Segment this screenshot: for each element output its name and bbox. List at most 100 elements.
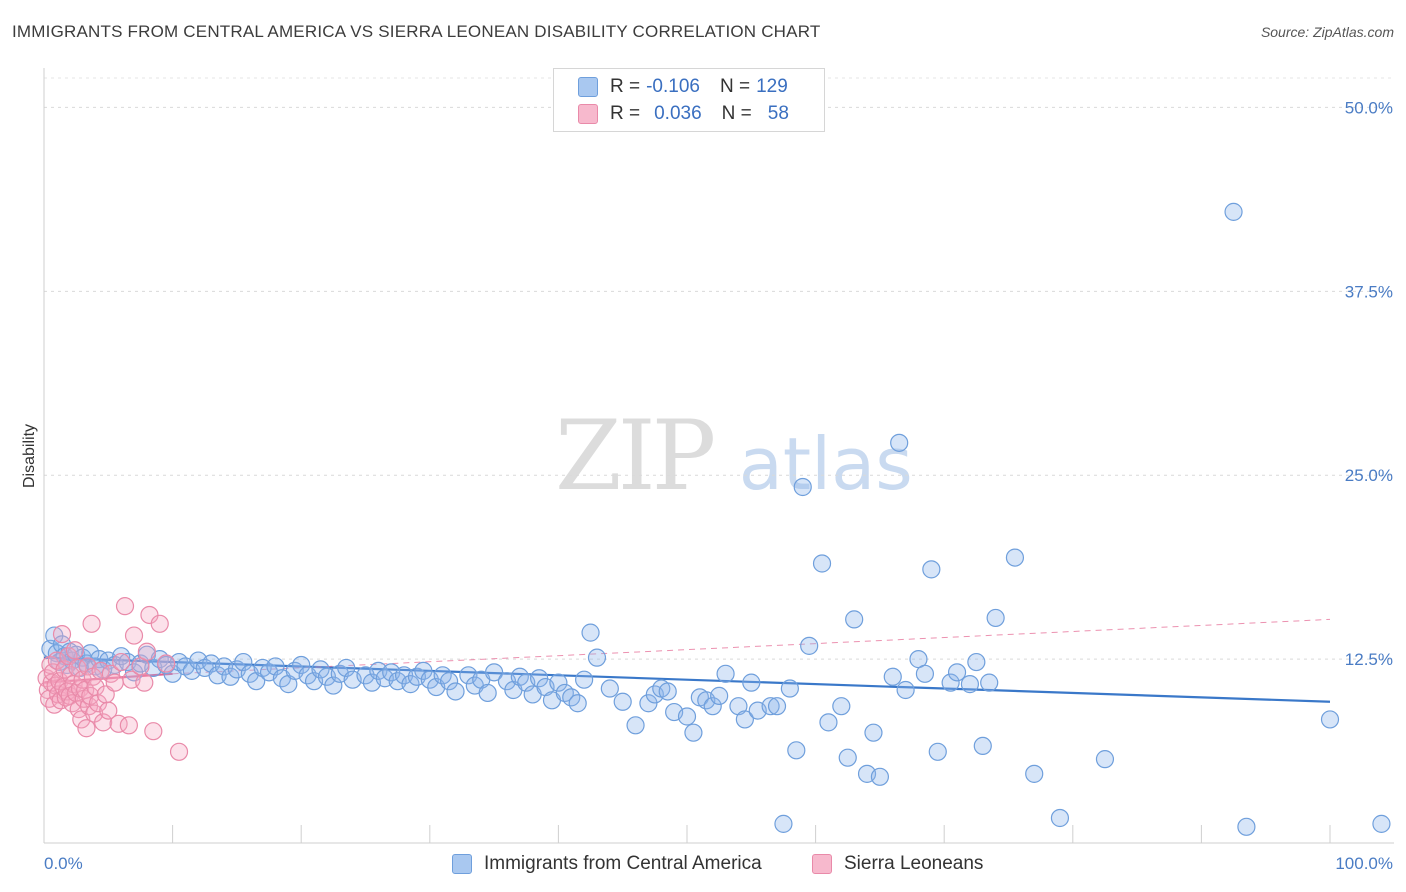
point-central-america bbox=[716, 664, 735, 683]
point-central-america bbox=[960, 675, 980, 694]
point-central-america bbox=[896, 680, 915, 700]
bottom-legend-swatch-pink bbox=[812, 854, 832, 874]
point-central-america bbox=[1224, 202, 1243, 221]
point-central-america bbox=[1237, 817, 1256, 836]
watermark: ZIP atlas bbox=[555, 400, 913, 512]
point-central-america bbox=[221, 667, 240, 686]
point-sierra-leonean bbox=[77, 719, 96, 738]
y-tick-label: 12.5% bbox=[1345, 650, 1393, 669]
point-central-america bbox=[780, 679, 799, 698]
point-sierra-leonean bbox=[150, 614, 169, 633]
point-sierra-leonean bbox=[99, 701, 118, 720]
point-central-america bbox=[1320, 710, 1340, 729]
y-axis-label: Disability bbox=[21, 424, 38, 488]
point-central-america bbox=[980, 673, 999, 692]
point-central-america bbox=[864, 723, 883, 742]
legend-row-central-america: R = -0.106 N = 129 bbox=[578, 74, 788, 100]
legend-n-label: N = bbox=[719, 76, 751, 97]
point-central-america bbox=[870, 767, 890, 786]
point-sierra-leonean bbox=[91, 661, 110, 680]
point-sierra-leonean bbox=[144, 722, 163, 741]
point-central-america bbox=[832, 697, 851, 716]
point-central-america bbox=[812, 554, 832, 573]
bottom-legend-label: Immigrants from Central America bbox=[484, 853, 762, 874]
point-central-america bbox=[800, 636, 819, 655]
point-central-america bbox=[446, 682, 465, 701]
point-central-america bbox=[915, 664, 935, 683]
point-sierra-leonean bbox=[101, 664, 120, 683]
grid-lines bbox=[44, 77, 1394, 660]
point-central-america bbox=[890, 433, 909, 452]
y-tick-label: 37.5% bbox=[1345, 282, 1393, 301]
legend-r-value: 0.036 bbox=[654, 103, 702, 124]
legend-n-value: 129 bbox=[756, 76, 788, 97]
point-central-america bbox=[774, 814, 793, 833]
point-central-america bbox=[838, 748, 857, 767]
chart-title: IMMIGRANTS FROM CENTRAL AMERICA VS SIERR… bbox=[12, 22, 821, 41]
point-central-america bbox=[234, 652, 253, 672]
axes bbox=[43, 68, 1394, 844]
point-central-america bbox=[941, 673, 960, 692]
point-central-america bbox=[1095, 750, 1115, 769]
point-central-america bbox=[626, 716, 645, 735]
point-central-america bbox=[845, 610, 864, 629]
point-central-america bbox=[735, 710, 754, 729]
point-central-america bbox=[1005, 548, 1025, 567]
point-sierra-leonean bbox=[81, 686, 100, 705]
point-central-america bbox=[292, 655, 311, 675]
legend-swatch-blue bbox=[578, 77, 598, 97]
y-tick-label: 50.0% bbox=[1345, 98, 1393, 117]
point-central-america bbox=[568, 694, 587, 713]
point-central-america bbox=[600, 679, 619, 698]
watermark-atlas: atlas bbox=[738, 422, 913, 506]
point-central-america bbox=[684, 723, 703, 742]
point-central-america bbox=[793, 477, 812, 497]
tick-labels: 12.5% 25.0% 37.5% 50.0% 0.0% 100.0% bbox=[44, 98, 1393, 873]
point-central-america bbox=[439, 672, 459, 691]
point-sierra-leonean bbox=[137, 642, 156, 661]
point-sierra-leonean bbox=[82, 614, 101, 633]
correlation-legend: R = -0.106 N = 129 R = 0.036 N = 58 bbox=[553, 68, 825, 132]
x-tick-label: 100.0% bbox=[1335, 854, 1393, 873]
x-tick-label: 0.0% bbox=[44, 854, 83, 873]
point-central-america bbox=[767, 697, 787, 716]
point-sierra-leonean bbox=[94, 713, 113, 732]
point-sierra-leonean bbox=[115, 597, 135, 616]
trend-line-central-america bbox=[43, 656, 1331, 703]
point-central-america bbox=[947, 663, 967, 682]
point-sierra-leonean bbox=[105, 673, 124, 692]
point-central-america bbox=[581, 623, 600, 642]
point-central-america bbox=[1372, 814, 1391, 833]
point-sierra-leonean bbox=[65, 641, 84, 660]
point-central-america bbox=[324, 676, 343, 695]
point-central-america bbox=[703, 697, 722, 716]
legend-r-label: R = bbox=[610, 103, 641, 124]
data-points bbox=[37, 202, 1391, 836]
point-central-america bbox=[485, 663, 504, 682]
point-sierra-leonean bbox=[119, 716, 138, 735]
point-central-america bbox=[986, 608, 1005, 628]
y-tick-label: 25.0% bbox=[1345, 466, 1393, 485]
point-central-america bbox=[613, 692, 632, 711]
point-sierra-leonean bbox=[169, 742, 189, 761]
legend-row-sierra-leonean: R = 0.036 N = 58 bbox=[578, 101, 789, 127]
point-central-america bbox=[928, 742, 947, 761]
watermark-zip: ZIP bbox=[555, 400, 716, 512]
legend-n-value: 58 bbox=[767, 103, 789, 124]
point-central-america bbox=[587, 648, 607, 667]
point-central-america bbox=[742, 673, 761, 692]
point-central-america bbox=[266, 657, 285, 676]
legend-r-label: R = bbox=[610, 76, 641, 97]
point-central-america bbox=[337, 658, 356, 678]
point-central-america bbox=[575, 670, 594, 689]
legend-r-value: -0.106 bbox=[646, 76, 700, 97]
point-central-america bbox=[1025, 764, 1044, 783]
point-central-america bbox=[819, 713, 838, 732]
legend-swatch-pink bbox=[578, 104, 598, 124]
point-sierra-leonean bbox=[52, 624, 72, 644]
source-label: Source: ZipAtlas.com bbox=[1260, 24, 1394, 40]
legend-n-label: N = bbox=[721, 103, 752, 124]
point-central-america bbox=[401, 675, 420, 694]
point-central-america bbox=[549, 673, 568, 692]
